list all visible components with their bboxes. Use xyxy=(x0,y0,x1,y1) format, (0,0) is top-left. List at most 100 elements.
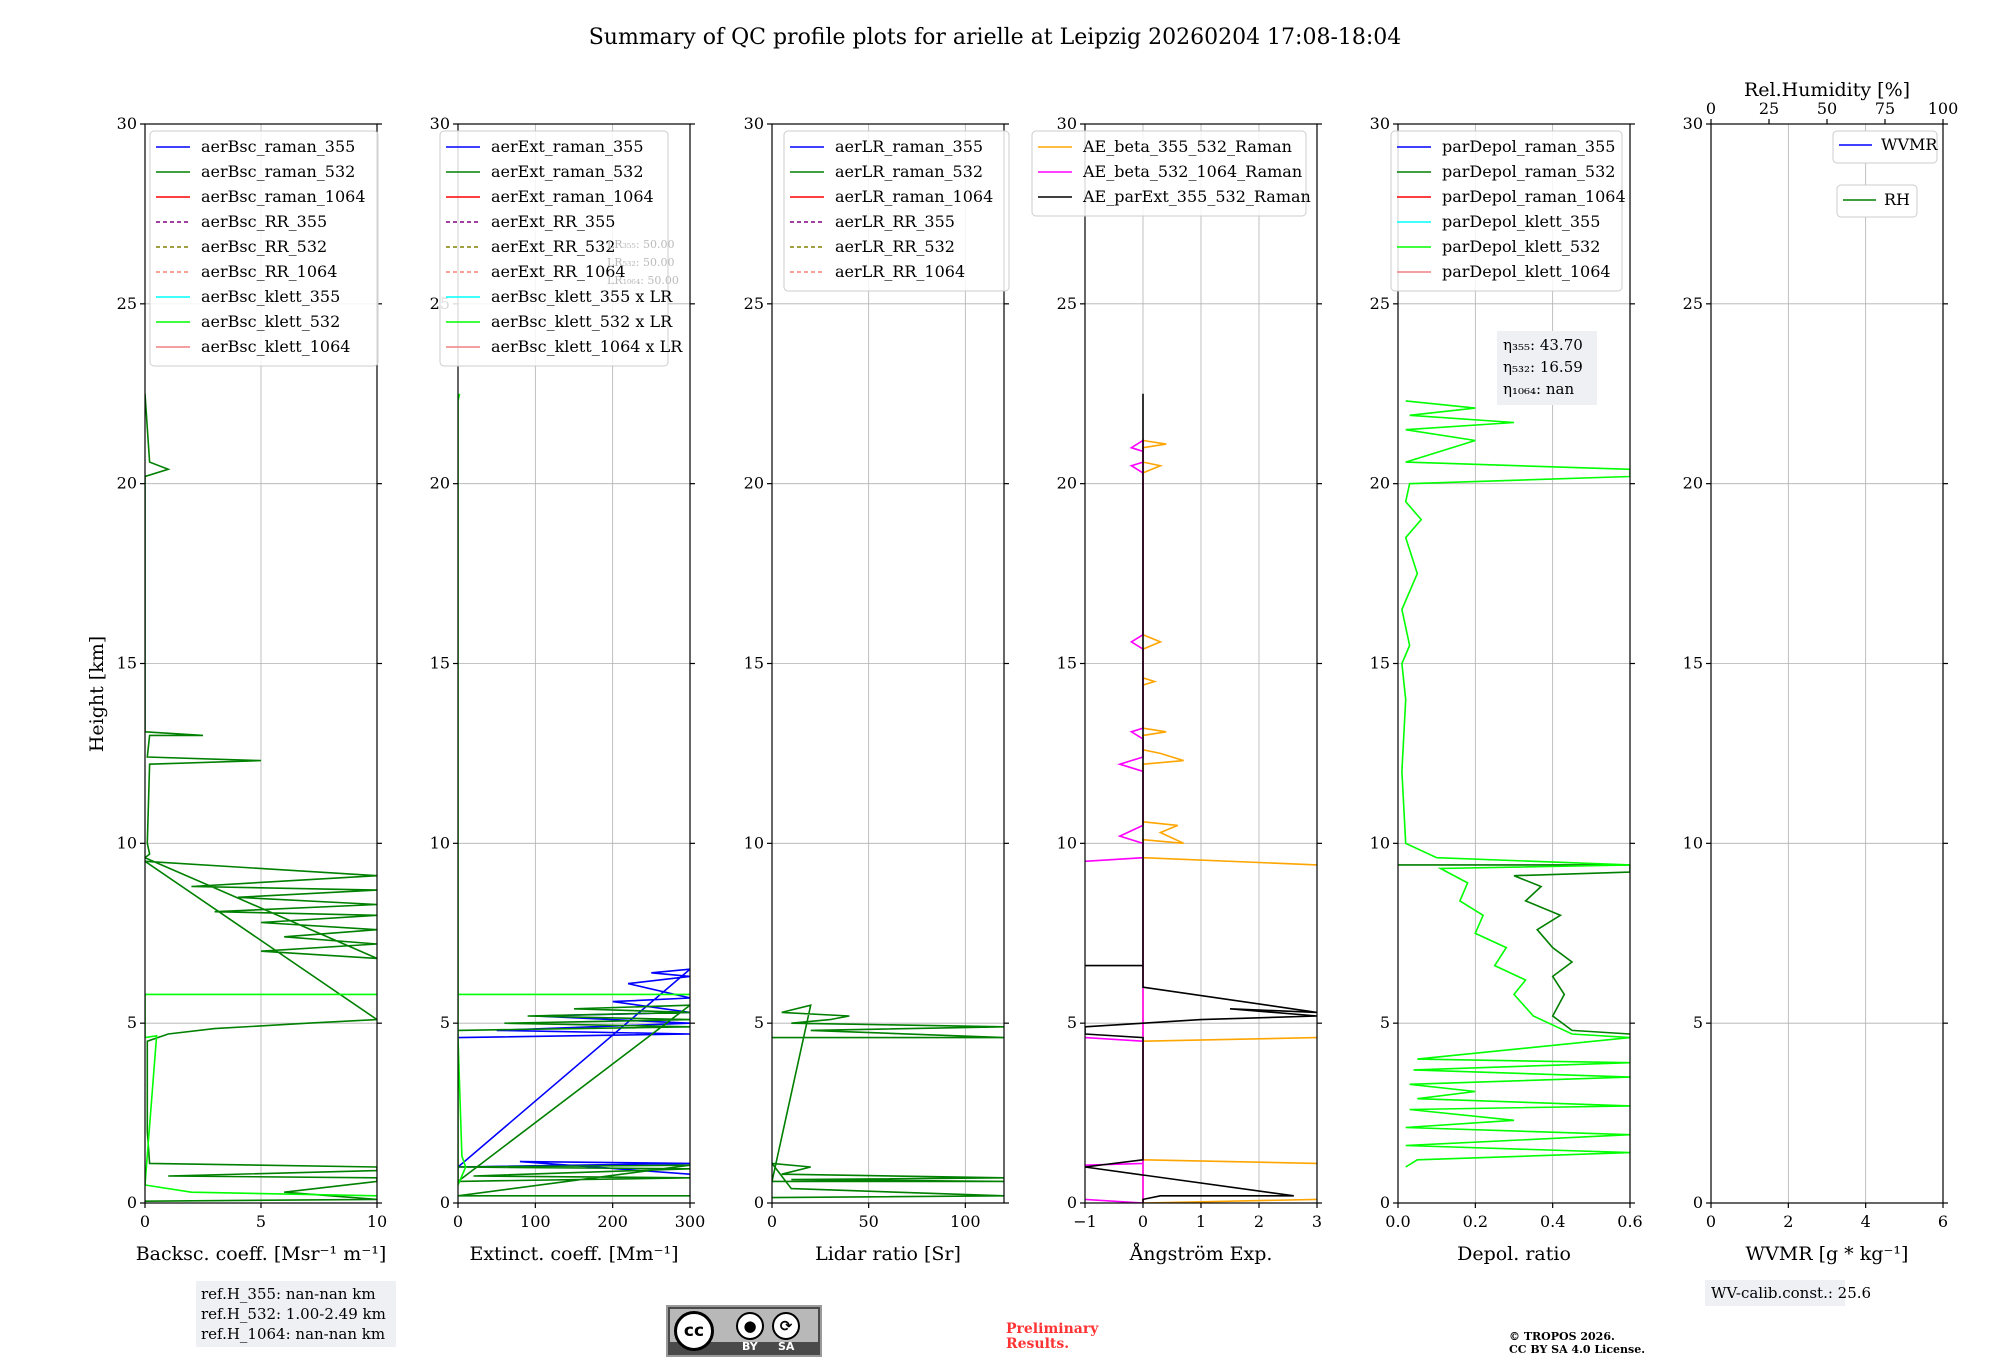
x-tick-label: 0.0 xyxy=(1385,1212,1410,1231)
preliminary-line-2: Results. xyxy=(1006,1336,1070,1352)
x-tick-label: 100 xyxy=(520,1212,551,1231)
series-AE_parExt_355_532_Raman xyxy=(1085,393,1317,1203)
y-tick-label: 15 xyxy=(430,654,450,673)
x-tick-label: 0 xyxy=(140,1212,150,1231)
y-tick-label: 20 xyxy=(1057,474,1077,493)
copyright-line-2: CC BY SA 4.0 License. xyxy=(1509,1343,1646,1356)
legend-label: parDepol_raman_1064 xyxy=(1442,187,1626,206)
legend-label: aerExt_RR_532 xyxy=(491,237,615,256)
y-tick-label: 5 xyxy=(440,1013,450,1032)
x-tick-label: 0.2 xyxy=(1463,1212,1488,1231)
series-parDepol_raman_532 xyxy=(1398,864,1630,1035)
legend-label: aerLR_raman_1064 xyxy=(835,187,993,206)
legend-label: aerLR_raman_355 xyxy=(835,137,983,156)
x-tick-label: 0.4 xyxy=(1540,1212,1565,1231)
x-top-tick-label: 25 xyxy=(1759,99,1779,118)
y-tick-label: 0 xyxy=(440,1193,450,1212)
series-aerBsc_klett_532 x LR xyxy=(458,393,690,1186)
legend-label: aerExt_RR_355 xyxy=(491,212,615,231)
y-tick-label: 5 xyxy=(1067,1013,1077,1032)
x-tick-label: 6 xyxy=(1938,1212,1948,1231)
x-axis-label-wv: WVMR [g * kg⁻¹] xyxy=(1746,1243,1909,1265)
y-tick-label: 25 xyxy=(1683,294,1703,313)
panel-depol: 0 5 10 15 20 25 30 0.0 0.2 0.4 0.6 Depol. ratio parD… xyxy=(1370,114,1643,1265)
y-axis-label: Height [km] xyxy=(86,636,108,752)
y-tick-label: 20 xyxy=(117,474,137,493)
y-tick-label: 5 xyxy=(754,1013,764,1032)
x-tick-label: 3 xyxy=(1312,1212,1322,1231)
y-tick-label: 15 xyxy=(1370,654,1390,673)
y-tick-label: 25 xyxy=(1370,294,1390,313)
legend-frame xyxy=(1031,130,1307,217)
legend-label: aerLR_RR_532 xyxy=(835,237,955,256)
cc-license-badge[interactable]: cc ● ⟳ BY SA xyxy=(666,1305,822,1357)
panel-bsc: 0 5 10 15 20 25 30 0 5 10 Backsc. coeff. [Msr⁻¹ m⁻… xyxy=(117,114,388,1265)
y-tick-label: 10 xyxy=(1370,833,1390,852)
y-tick-label: 30 xyxy=(744,114,764,133)
legend-depol: parDepol_raman_355 parDepol_raman_532 parD… xyxy=(1390,130,1626,292)
legend-label: aerExt_raman_355 xyxy=(491,137,644,156)
y-tick-label: 10 xyxy=(430,833,450,852)
x-tick-label: 300 xyxy=(675,1212,706,1231)
legend-label-rh: RH xyxy=(1884,190,1910,209)
legend-label: aerBsc_klett_355 xyxy=(201,287,340,306)
x-top-tick-label: 100 xyxy=(1928,99,1959,118)
x-tick-label: 0 xyxy=(767,1212,777,1231)
legend-label: aerBsc_raman_1064 xyxy=(201,187,366,206)
x-tick-label: 2 xyxy=(1783,1212,1793,1231)
legend-label: aerBsc_raman_355 xyxy=(201,137,355,156)
legend-label: aerExt_raman_532 xyxy=(491,162,644,181)
y-tick-label: 10 xyxy=(1683,833,1703,852)
y-tick-label: 15 xyxy=(1683,654,1703,673)
x-tick-label: 10 xyxy=(367,1212,387,1231)
preliminary-line-1: Preliminary xyxy=(1006,1321,1099,1337)
x-axis-label-bsc: Backsc. coeff. [Msr⁻¹ m⁻¹] xyxy=(136,1243,387,1265)
legend-lr: aerLR_raman_355 aerLR_raman_532 aerLR_rama… xyxy=(783,130,1010,292)
legend-label: aerBsc_klett_1064 x LR xyxy=(491,337,683,356)
y-tick-label: 0 xyxy=(1380,1193,1390,1212)
figure-title: Summary of QC profile plots for arielle … xyxy=(589,25,1402,50)
y-tick-label: 30 xyxy=(117,114,137,133)
legend-label: aerBsc_RR_355 xyxy=(201,212,327,231)
legend-label: aerExt_raman_1064 xyxy=(491,187,654,206)
y-tick-label: 10 xyxy=(1057,833,1077,852)
y-tick-label: 5 xyxy=(127,1013,137,1032)
x-tick-label: 0 xyxy=(1706,1212,1716,1231)
legend-ae: AE_beta_355_532_Raman AE_beta_532_1064_Ra… xyxy=(1031,130,1311,217)
series-AE_beta_355_532_Raman xyxy=(1142,439,1317,1203)
y-tick-label: 20 xyxy=(1683,474,1703,493)
legend-frame xyxy=(149,130,379,367)
y-tick-label: 0 xyxy=(1693,1193,1703,1212)
legend-label: aerBsc_RR_532 xyxy=(201,237,327,256)
x-top-tick-label: 75 xyxy=(1875,99,1895,118)
y-tick-label: 10 xyxy=(744,833,764,852)
legend-frame xyxy=(1390,130,1623,292)
x-top-tick-label: 50 xyxy=(1817,99,1837,118)
y-tick-label: 20 xyxy=(1370,474,1390,493)
y-tick-label: 10 xyxy=(117,833,137,852)
legend-label: aerLR_raman_532 xyxy=(835,162,983,181)
legend-box-rh xyxy=(1836,184,1918,218)
cc-logo-icon: cc xyxy=(674,1311,714,1351)
y-tick-label: 15 xyxy=(1057,654,1077,673)
x-tick-label: 4 xyxy=(1861,1212,1871,1231)
legend-label: parDepol_klett_532 xyxy=(1442,237,1600,256)
x-tick-label: 1 xyxy=(1196,1212,1206,1231)
legend-label: AE_beta_355_532_Raman xyxy=(1082,137,1292,156)
x-tick-label: 0.6 xyxy=(1617,1212,1642,1231)
person-icon: ● xyxy=(736,1312,764,1340)
legend-label: aerBsc_RR_1064 xyxy=(201,262,337,281)
legend-bsc: aerBsc_raman_355 aerBsc_raman_532 aerBsc_r… xyxy=(149,130,379,367)
y-tick-label: 30 xyxy=(1683,114,1703,133)
legend-label: parDepol_klett_1064 xyxy=(1442,262,1611,281)
x-axis-label-ae: Ångström Exp. xyxy=(1129,1243,1273,1265)
legend-label: aerBsc_klett_355 x LR xyxy=(491,287,673,306)
y-tick-label: 15 xyxy=(744,654,764,673)
legend-label-wvmr: WVMR xyxy=(1881,135,1938,154)
y-tick-label: 5 xyxy=(1380,1013,1390,1032)
x-tick-label: 200 xyxy=(597,1212,628,1231)
series-aerExt_raman_355 xyxy=(458,968,690,1175)
